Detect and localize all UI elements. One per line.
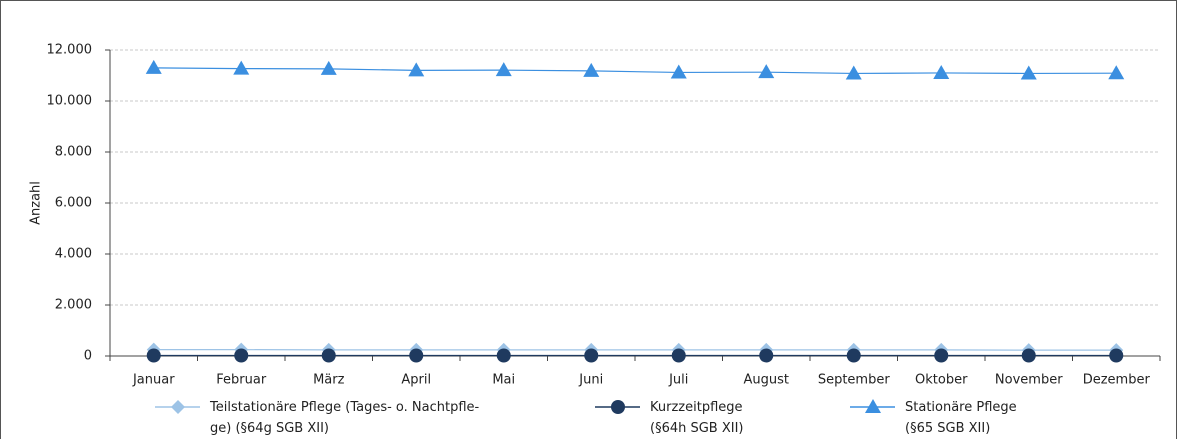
y-tick-label: 6.000 xyxy=(55,196,92,211)
x-tick-label: August xyxy=(744,373,790,388)
data-point xyxy=(1109,348,1124,363)
data-point xyxy=(145,59,162,74)
x-tick-label: Juli xyxy=(668,373,688,388)
x-tick-label: April xyxy=(401,373,431,388)
data-point xyxy=(321,348,336,363)
data-point xyxy=(671,348,686,363)
x-tick-label: Mai xyxy=(492,373,515,388)
series-line xyxy=(153,67,1117,75)
data-point xyxy=(409,348,424,363)
data-point xyxy=(670,64,687,79)
y-axis-label: Anzahl xyxy=(29,181,44,225)
data-point xyxy=(233,60,250,75)
data-point xyxy=(759,348,774,363)
data-point xyxy=(1020,65,1037,80)
y-tick-label: 4.000 xyxy=(55,247,92,262)
y-tick-label: 0 xyxy=(84,349,92,364)
data-point xyxy=(584,348,599,363)
x-tick-label: Januar xyxy=(132,373,175,388)
x-tick-label: Oktober xyxy=(915,373,968,388)
data-point xyxy=(933,64,950,79)
y-tick-label: 12.000 xyxy=(47,43,93,58)
data-point xyxy=(758,64,775,79)
x-tick-label: September xyxy=(818,373,891,388)
legend-marker xyxy=(171,400,185,414)
x-tick-label: Dezember xyxy=(1083,373,1151,388)
data-point xyxy=(320,60,337,75)
legend-marker xyxy=(865,399,881,413)
data-point xyxy=(846,348,861,363)
data-point xyxy=(234,348,249,363)
legend-label: Stationäre Pflege (§65 SGB XII) xyxy=(905,400,1017,436)
data-point xyxy=(845,65,862,80)
data-point xyxy=(408,62,425,77)
x-tick-label: Juni xyxy=(578,373,603,388)
legend-marker xyxy=(611,400,625,414)
series-line xyxy=(153,349,1117,351)
y-tick-label: 8.000 xyxy=(55,145,92,160)
data-point xyxy=(496,348,511,363)
data-point xyxy=(1108,65,1125,80)
x-tick-label: November xyxy=(995,373,1063,388)
y-tick-label: 10.000 xyxy=(47,94,93,109)
data-point xyxy=(146,348,161,363)
x-tick-label: März xyxy=(313,373,345,388)
legend-label: Kurzzeitpflege (§64h SGB XII) xyxy=(650,400,744,436)
data-point xyxy=(583,62,600,77)
data-point xyxy=(495,62,512,77)
data-point xyxy=(934,348,949,363)
data-point xyxy=(1021,348,1036,363)
legend-label: Teilstationäre Pflege (Tages- o. Nachtpf… xyxy=(209,400,480,436)
y-tick-label: 2.000 xyxy=(55,298,92,313)
x-tick-label: Februar xyxy=(216,373,267,388)
